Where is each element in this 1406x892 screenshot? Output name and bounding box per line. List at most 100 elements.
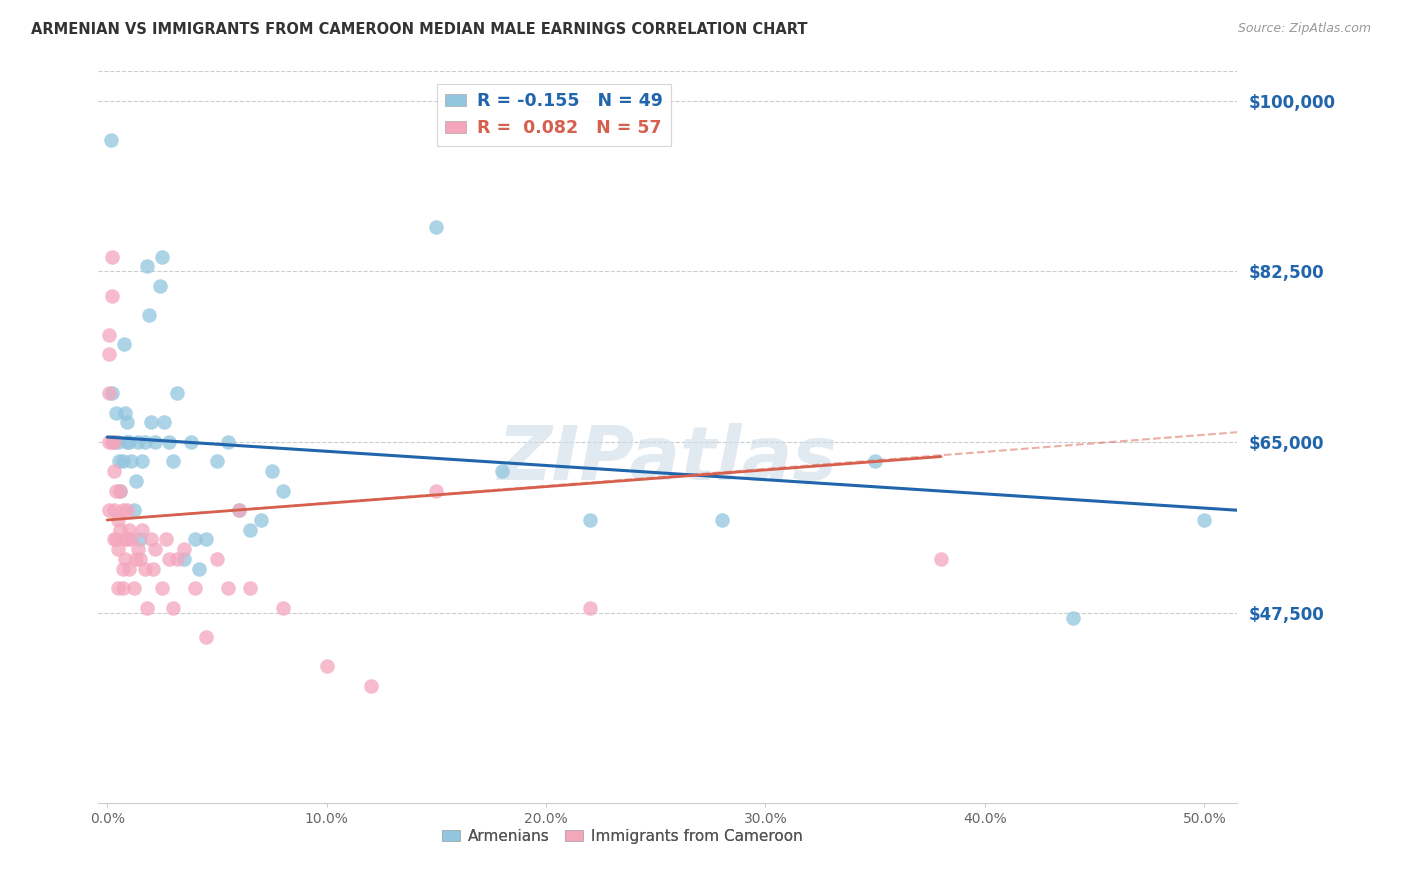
Point xyxy=(120,533,142,547)
Point xyxy=(103,464,125,478)
Point xyxy=(98,347,121,361)
Point xyxy=(194,533,217,547)
Point xyxy=(103,533,125,547)
Point xyxy=(145,542,167,557)
Point xyxy=(110,483,132,498)
Point xyxy=(134,562,156,576)
Point xyxy=(112,337,135,351)
Point xyxy=(217,434,239,449)
Point xyxy=(173,542,195,557)
Point xyxy=(98,503,121,517)
Point xyxy=(425,220,447,235)
Point xyxy=(249,513,271,527)
Point xyxy=(360,679,382,693)
Point xyxy=(135,600,157,615)
Point xyxy=(205,454,228,468)
Point xyxy=(110,483,132,498)
Point xyxy=(98,327,121,342)
Point xyxy=(118,562,141,576)
Point xyxy=(129,533,152,547)
Point xyxy=(166,552,188,566)
Point xyxy=(103,434,125,449)
Point xyxy=(863,454,886,468)
Point xyxy=(491,464,513,478)
Point xyxy=(139,416,162,430)
Point xyxy=(134,434,156,449)
Point xyxy=(149,279,172,293)
Point xyxy=(103,503,125,517)
Point xyxy=(100,386,122,401)
Point xyxy=(103,434,125,449)
Point xyxy=(166,386,188,401)
Point xyxy=(100,133,122,147)
Point xyxy=(129,552,152,566)
Point xyxy=(104,406,127,420)
Point xyxy=(104,533,127,547)
Point xyxy=(205,552,228,566)
Point xyxy=(118,434,141,449)
Point xyxy=(184,533,207,547)
Point xyxy=(188,562,211,576)
Point xyxy=(108,454,131,468)
Point xyxy=(184,581,207,595)
Point xyxy=(127,434,149,449)
Point xyxy=(239,581,262,595)
Point xyxy=(127,542,149,557)
Point xyxy=(150,581,173,595)
Point xyxy=(155,533,177,547)
Point xyxy=(131,454,153,468)
Text: ZIPatlas: ZIPatlas xyxy=(498,423,838,496)
Point xyxy=(217,581,239,595)
Point xyxy=(111,581,134,595)
Point xyxy=(98,434,121,449)
Point xyxy=(710,513,733,527)
Point xyxy=(1062,610,1084,624)
Point xyxy=(180,434,202,449)
Point xyxy=(139,533,162,547)
Point xyxy=(107,542,129,557)
Point xyxy=(157,434,180,449)
Point xyxy=(125,474,148,488)
Text: Source: ZipAtlas.com: Source: ZipAtlas.com xyxy=(1237,22,1371,36)
Point xyxy=(111,562,134,576)
Point xyxy=(271,600,294,615)
Point xyxy=(157,552,180,566)
Legend: Armenians, Immigrants from Cameroon: Armenians, Immigrants from Cameroon xyxy=(436,822,808,850)
Point xyxy=(107,513,129,527)
Point xyxy=(1194,513,1216,527)
Point xyxy=(142,562,165,576)
Point xyxy=(173,552,195,566)
Point xyxy=(111,503,134,517)
Text: ARMENIAN VS IMMIGRANTS FROM CAMEROON MEDIAN MALE EARNINGS CORRELATION CHART: ARMENIAN VS IMMIGRANTS FROM CAMEROON MED… xyxy=(31,22,807,37)
Point xyxy=(98,386,121,401)
Point xyxy=(228,503,250,517)
Point xyxy=(111,454,134,468)
Point xyxy=(118,523,141,537)
Point xyxy=(162,454,184,468)
Point xyxy=(100,250,122,264)
Point xyxy=(115,503,138,517)
Point xyxy=(315,659,337,673)
Point xyxy=(162,600,184,615)
Point xyxy=(125,552,148,566)
Point xyxy=(929,552,952,566)
Point xyxy=(115,416,138,430)
Point xyxy=(145,434,167,449)
Point xyxy=(239,523,262,537)
Point xyxy=(122,581,145,595)
Point xyxy=(131,523,153,537)
Point xyxy=(153,416,176,430)
Point xyxy=(100,288,122,302)
Point xyxy=(260,464,283,478)
Point xyxy=(271,483,294,498)
Point xyxy=(425,483,447,498)
Point xyxy=(138,308,160,322)
Point xyxy=(114,406,136,420)
Point xyxy=(579,513,602,527)
Point xyxy=(579,600,602,615)
Point xyxy=(114,533,136,547)
Point xyxy=(110,523,132,537)
Point xyxy=(115,533,138,547)
Point xyxy=(115,434,138,449)
Point xyxy=(194,630,217,644)
